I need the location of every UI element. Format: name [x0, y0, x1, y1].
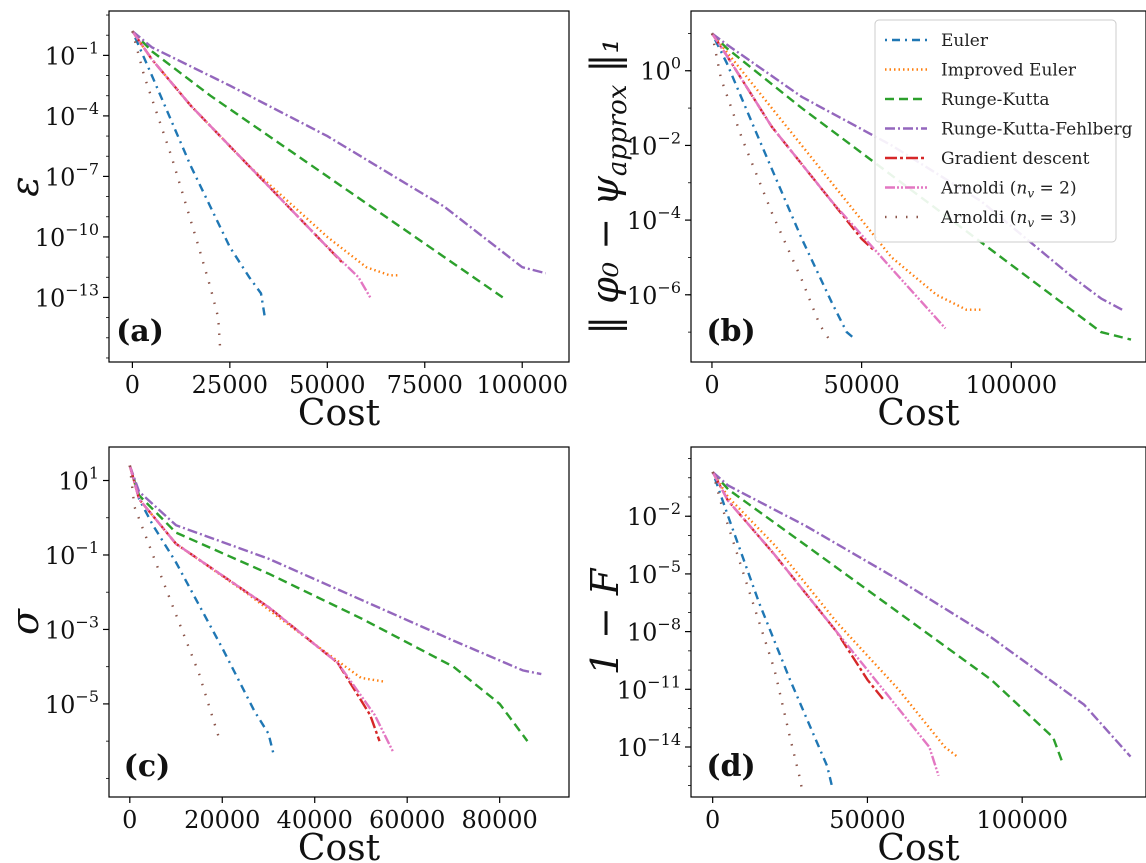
x-tick-label: 0: [125, 371, 140, 399]
chart-panel-1: 0 50000 100000 100 10−2 10−4 10−6 Cost ‖ φ₀ − ψa…: [583, 10, 1146, 434]
series-line-2: [128, 465, 529, 742]
series-line-1: [128, 465, 385, 683]
series-line-6: [128, 465, 222, 742]
y-tick-label: 101: [58, 464, 99, 496]
series-line-3: [711, 471, 1132, 758]
y-tick-label: 10−5: [45, 687, 99, 719]
x-tick-label: 40000: [277, 806, 353, 834]
legend-label: Arnoldi (nv = 2): [940, 179, 1077, 201]
axes-frame: [690, 446, 1146, 798]
series-group: [131, 30, 546, 348]
axes-frame: [690, 10, 1146, 363]
x-tick-label: 25000: [192, 371, 268, 399]
axes-frame: [108, 10, 570, 363]
y-tick-label: 10−7: [45, 159, 99, 191]
series-line-0: [131, 30, 267, 318]
series-line-5: [711, 471, 940, 777]
legend-label: Improved Euler: [941, 61, 1077, 81]
x-axis-label: Cost: [877, 393, 960, 434]
series-line-4: [711, 471, 884, 700]
legend: Euler Improved Euler Runge-Kutta Runge-Kutt…: [874, 19, 1133, 243]
series-line-6: [710, 33, 833, 344]
series-line-2: [131, 30, 504, 299]
axes-frame: [108, 446, 570, 798]
panel-label: (a): [116, 314, 164, 349]
x-tick-label: 0: [704, 371, 719, 399]
x-tick-label: 80000: [461, 806, 537, 834]
y-tick-label: 10−5: [627, 557, 681, 589]
y-tick-label: 10−4: [45, 99, 99, 131]
legend-label: Euler: [941, 31, 989, 51]
x-tick-label: 100000: [976, 806, 1068, 834]
chart-panel-0: 0 25000 50000 75000 100000 10−1 10−4 10−7 10−10 1…: [3, 10, 570, 434]
y-axis-label: ‖ φ₀ − ψapprox ‖₁: [583, 38, 633, 335]
x-tick-label: 0: [122, 806, 137, 834]
x-tick-label: 50000: [823, 371, 899, 399]
series-line-1: [711, 471, 958, 758]
y-tick-label: 10−14: [617, 730, 681, 762]
y-tick-label: 10−4: [627, 203, 681, 235]
series-line-1: [711, 32, 982, 311]
y-tick-label: 10−11: [617, 672, 681, 704]
panel-label: (d): [706, 749, 755, 784]
x-tick-label: 0: [705, 806, 720, 834]
legend-box: [874, 19, 1117, 243]
x-tick-label: 75000: [387, 371, 463, 399]
x-axis-label: Cost: [877, 828, 960, 863]
x-axis-label: Cost: [298, 828, 381, 863]
y-axis-label: 1 − F: [583, 567, 627, 675]
x-tick-label: 100000: [476, 371, 568, 399]
legend-label: Gradient descent: [941, 149, 1090, 169]
y-axis-label: σ: [3, 608, 47, 635]
series-line-6: [711, 471, 804, 792]
series-line-0: [711, 471, 833, 786]
y-tick-label: 10−10: [35, 220, 99, 252]
y-tick-label: 10−8: [627, 615, 681, 647]
series-line-4: [131, 30, 344, 265]
x-axis-label: Cost: [298, 393, 381, 434]
series-line-5: [128, 465, 395, 753]
series-group: [711, 471, 1132, 792]
chart-panel-2: 0 20000 40000 60000 80000 101 10−1 10−3 10−5 Cost…: [3, 446, 570, 863]
y-tick-label: 10−13: [35, 280, 99, 312]
series-line-0: [710, 32, 857, 341]
y-tick-label: 10−1: [45, 38, 99, 70]
chart-panel-3: 0 50000 100000 10−2 10−5 10−8 10−11 10−14 Cost 1 …: [583, 446, 1146, 863]
legend-label: Arnoldi (nv = 3): [940, 208, 1077, 230]
series-line-3: [128, 465, 542, 676]
series-group: [128, 465, 542, 753]
series-line-4: [128, 465, 381, 742]
x-tick-label: 100000: [965, 371, 1057, 399]
x-tick-label: 20000: [184, 806, 260, 834]
series-line-5: [711, 32, 947, 330]
y-tick-label: 10−2: [627, 128, 681, 160]
x-tick-label: 50000: [289, 371, 365, 399]
y-tick-label: 10−6: [627, 278, 681, 310]
panel-label: (c): [124, 749, 171, 784]
series-line-3: [131, 30, 546, 275]
y-tick-label: 10−3: [45, 612, 99, 644]
x-tick-label: 60000: [369, 806, 445, 834]
series-line-5: [131, 30, 372, 299]
y-axis-label: ε: [3, 176, 47, 196]
legend-label: Runge-Kutta-Fehlberg: [941, 120, 1133, 140]
y-tick-label: 100: [640, 54, 681, 86]
x-tick-label: 50000: [829, 806, 905, 834]
panel-label: (b): [706, 314, 755, 349]
series-line-6: [131, 30, 222, 348]
legend-label: Runge-Kutta: [941, 90, 1049, 110]
y-tick-label: 10−2: [627, 499, 681, 531]
y-tick-label: 10−1: [45, 538, 99, 570]
